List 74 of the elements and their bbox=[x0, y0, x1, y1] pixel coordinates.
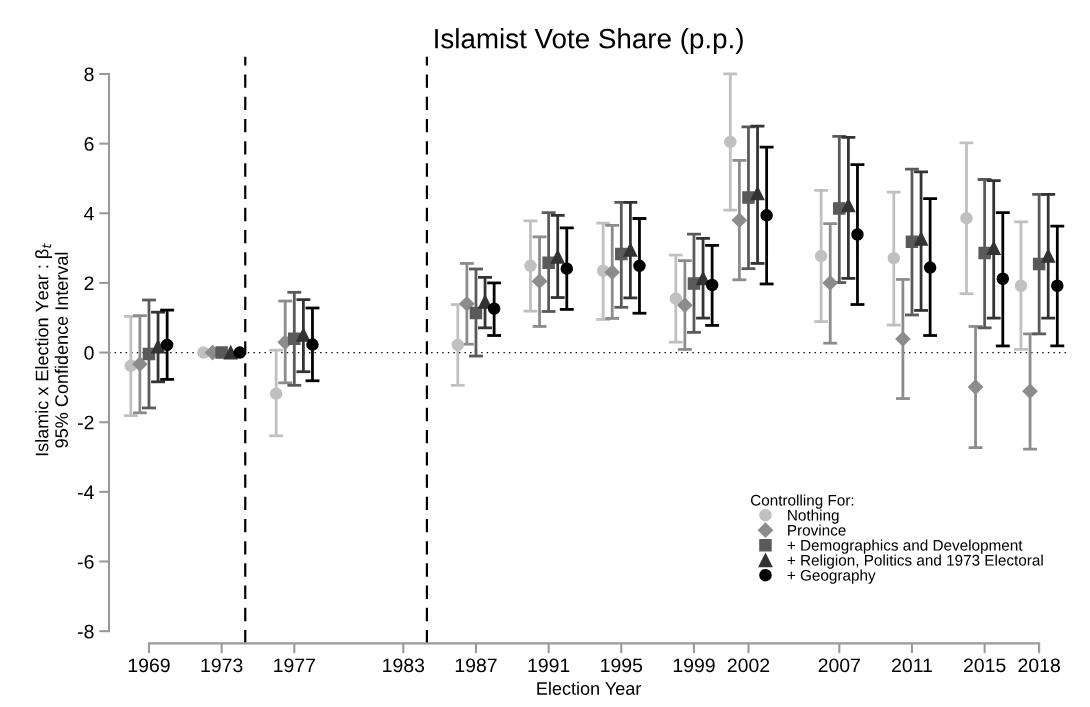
x-tick-label: 1977 bbox=[274, 658, 315, 673]
point bbox=[923, 261, 937, 274]
y-tick-label: 4 bbox=[84, 206, 94, 221]
point bbox=[750, 186, 765, 201]
point bbox=[967, 379, 984, 395]
point bbox=[623, 242, 638, 257]
point bbox=[160, 338, 174, 352]
y-tick-label: 6 bbox=[84, 137, 94, 151]
point bbox=[1051, 279, 1064, 292]
x-tick-label: 1983 bbox=[383, 658, 425, 673]
x-axis-title: Election Year bbox=[537, 681, 642, 695]
legend-label: + Geography bbox=[787, 569, 876, 584]
point bbox=[1022, 383, 1038, 399]
x-tick-label: 2018 bbox=[1018, 658, 1060, 673]
point bbox=[215, 346, 228, 359]
x-tick-label: 1991 bbox=[528, 658, 570, 673]
point bbox=[851, 228, 864, 241]
y-tick-label: -6 bbox=[77, 555, 94, 569]
point bbox=[269, 387, 283, 400]
x-tick-label: 1995 bbox=[601, 658, 643, 673]
point bbox=[1041, 248, 1056, 263]
point bbox=[633, 259, 646, 273]
point bbox=[296, 327, 311, 342]
point bbox=[760, 209, 773, 222]
y-tick-label: -8 bbox=[77, 624, 94, 639]
y-tick-label: -4 bbox=[77, 485, 94, 499]
legend-label: Nothing bbox=[788, 509, 839, 524]
x-tick-label: 2015 bbox=[963, 658, 1006, 673]
chart-title: Islamist Vote Share (p.p.) bbox=[435, 28, 743, 54]
point bbox=[531, 273, 548, 289]
legend-title: Controlling For: bbox=[750, 494, 854, 509]
point bbox=[996, 272, 1010, 285]
point bbox=[223, 345, 238, 360]
x-tick-label: 2002 bbox=[727, 658, 770, 673]
point bbox=[669, 292, 683, 305]
point bbox=[1014, 279, 1028, 292]
point bbox=[132, 356, 148, 372]
point bbox=[814, 249, 828, 263]
y-axis-title: Islamic x Election Year : β$_{t}$ 95% Confidence Interval bbox=[35, 243, 69, 456]
point bbox=[604, 264, 620, 280]
y-tick-label: -2 bbox=[77, 415, 94, 430]
y-tick-label: 2 bbox=[84, 276, 94, 290]
legend-label: Province bbox=[788, 524, 846, 536]
point bbox=[705, 278, 719, 292]
point bbox=[677, 297, 693, 313]
legend-label: + Demographics and Development bbox=[787, 539, 1023, 554]
point bbox=[560, 262, 574, 275]
x-tick-label: 1973 bbox=[201, 658, 243, 673]
point bbox=[306, 338, 319, 351]
y-tick-label: 8 bbox=[84, 67, 94, 82]
legend-label: + Religion, Politics and 1973 Electoral bbox=[787, 554, 1043, 569]
point bbox=[887, 251, 901, 265]
point bbox=[841, 198, 856, 213]
point bbox=[151, 339, 165, 354]
point bbox=[731, 212, 747, 228]
point bbox=[822, 275, 838, 291]
point bbox=[895, 331, 911, 347]
point bbox=[550, 249, 565, 264]
x-tick-label: 1999 bbox=[673, 658, 715, 673]
point bbox=[914, 231, 928, 246]
point bbox=[524, 259, 537, 273]
x-tick-label: 1987 bbox=[455, 658, 497, 673]
point bbox=[986, 241, 1001, 256]
point bbox=[459, 296, 475, 312]
x-tick-label: 1969 bbox=[128, 658, 170, 673]
point bbox=[233, 346, 247, 359]
x-tick-label: 2007 bbox=[818, 658, 860, 673]
point bbox=[478, 294, 492, 309]
y-tick-label: 0 bbox=[84, 346, 94, 360]
point bbox=[724, 135, 737, 149]
point bbox=[487, 302, 501, 315]
x-tick-label: 2011 bbox=[892, 658, 932, 673]
point bbox=[451, 338, 465, 352]
point bbox=[960, 211, 973, 225]
